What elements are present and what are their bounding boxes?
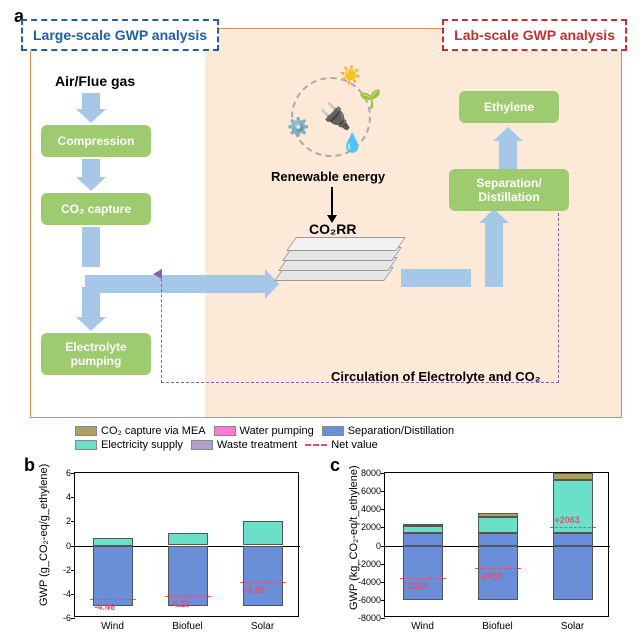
bar-segment bbox=[168, 533, 208, 545]
bar-segment bbox=[553, 533, 593, 546]
ytick: -2 bbox=[41, 565, 71, 575]
net-line bbox=[90, 599, 136, 600]
category-label: Wind bbox=[87, 621, 139, 632]
ethylene-box: Ethylene bbox=[459, 91, 559, 123]
category-label: Solar bbox=[547, 621, 599, 632]
ytick: 4 bbox=[41, 492, 71, 502]
bar-segment bbox=[478, 513, 518, 517]
bar-segment bbox=[243, 546, 283, 606]
ytick: 4000 bbox=[351, 504, 381, 514]
arrow-compression-to-capture bbox=[76, 159, 106, 191]
renewable-label: Renewable energy bbox=[271, 169, 385, 184]
bar-segment bbox=[478, 533, 518, 546]
air-flue-label: Air/Flue gas bbox=[55, 73, 135, 89]
ytick: -8000 bbox=[351, 613, 381, 623]
arrow-to-electrolyte bbox=[76, 287, 106, 331]
net-line bbox=[240, 582, 286, 583]
ytick: 0 bbox=[351, 541, 381, 551]
large-scale-box: Large-scale GWP analysis bbox=[21, 19, 219, 51]
ytick: -4000 bbox=[351, 577, 381, 587]
net-line bbox=[475, 568, 521, 569]
legend: CO₂ capture via MEA Water pumping Separati… bbox=[75, 425, 595, 453]
ytick: -4 bbox=[41, 589, 71, 599]
ytick: 0 bbox=[41, 541, 71, 551]
drop-icon: 💧 bbox=[341, 133, 363, 154]
chart-c: GWP (kg_CO₂-eq/t_ethylene) -8000-6000-40… bbox=[336, 466, 632, 631]
bar-segment bbox=[93, 538, 133, 545]
ytick: -2000 bbox=[351, 559, 381, 569]
category-label: Biofuel bbox=[162, 621, 214, 632]
ytick: 2 bbox=[41, 516, 71, 526]
ytick: -6000 bbox=[351, 595, 381, 605]
legend-item: Separation/Distillation bbox=[322, 425, 454, 437]
ytick: 6 bbox=[41, 468, 71, 478]
wind-icon: ⚙️ bbox=[287, 117, 309, 138]
net-value: -3553 bbox=[405, 581, 428, 591]
separation-box: Separation/ Distillation bbox=[449, 169, 569, 211]
bar-segment bbox=[553, 546, 593, 600]
bar-segment bbox=[478, 517, 518, 533]
legend-item: CO₂ capture via MEA bbox=[75, 425, 206, 437]
legend-item: Waste treatment bbox=[191, 439, 297, 451]
co2-capture-box: CO₂ capture bbox=[41, 193, 151, 225]
arrow-air-to-compression bbox=[76, 93, 106, 123]
net-value: +2063 bbox=[555, 515, 580, 525]
bar-segment bbox=[553, 473, 593, 480]
category-label: Wind bbox=[397, 621, 449, 632]
bar-segment bbox=[403, 526, 443, 532]
sun-icon: ☀️ bbox=[339, 65, 361, 86]
net-line bbox=[400, 578, 446, 579]
category-label: Biofuel bbox=[472, 621, 524, 632]
chart-b-plot: -6-4-20246-4.46Wind-4.19Biofuel-3.00Sola… bbox=[74, 472, 299, 617]
net-line bbox=[550, 527, 596, 528]
ytick: 6000 bbox=[351, 486, 381, 496]
electrolyte-pumping-box: Electrolyte pumping bbox=[41, 333, 151, 375]
net-value: -2459 bbox=[480, 571, 503, 581]
legend-net: Net value bbox=[305, 439, 377, 451]
bar-segment bbox=[553, 480, 593, 533]
compression-box: Compression bbox=[41, 125, 151, 157]
leaf-icon: 🌱 bbox=[359, 89, 381, 110]
circulation-left bbox=[161, 269, 162, 383]
chart-c-plot: -8000-6000-4000-200002000400060008000-35… bbox=[384, 472, 609, 617]
plug-icon: 🔌 bbox=[319, 101, 351, 132]
circulation-path bbox=[161, 213, 559, 383]
legend-item: Water pumping bbox=[214, 425, 314, 437]
net-line bbox=[165, 596, 211, 597]
bar-segment bbox=[243, 521, 283, 545]
ytick: -6 bbox=[41, 613, 71, 623]
bar-segment bbox=[403, 533, 443, 546]
circulation-label: Circulation of Electrolyte and CO₂ bbox=[331, 369, 540, 384]
bar-segment bbox=[403, 524, 443, 527]
net-value: -4.19 bbox=[170, 599, 191, 609]
net-value: -3.00 bbox=[245, 585, 266, 595]
ytick: 2000 bbox=[351, 522, 381, 532]
chart-b-ylabel: GWP (g_CO₂-eq/g_ethylene) bbox=[38, 464, 50, 606]
category-label: Solar bbox=[237, 621, 289, 632]
lab-scale-box: Lab-scale GWP analysis bbox=[442, 19, 627, 51]
net-value: -4.46 bbox=[95, 602, 116, 612]
chart-b: GWP (g_CO₂-eq/g_ethylene) -6-4-20246-4.4… bbox=[26, 466, 316, 631]
legend-item: Electricity supply bbox=[75, 439, 183, 451]
arrow-sep-to-eth bbox=[493, 127, 523, 169]
bar-segment bbox=[93, 546, 133, 606]
arrow-capture-down bbox=[76, 227, 106, 267]
panel-a-diagram: Large-scale GWP analysis Lab-scale GWP a… bbox=[30, 28, 622, 418]
renewable-icons: ☀️ 🌱 💧 ⚙️ 🔌 bbox=[281, 67, 381, 167]
ytick: 8000 bbox=[351, 468, 381, 478]
bar-segment bbox=[403, 546, 443, 600]
